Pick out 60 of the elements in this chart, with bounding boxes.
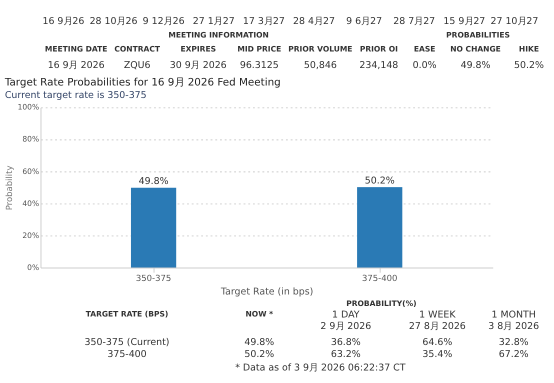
text: 9 6月27 [346,16,382,28]
text: 50.2% [514,60,544,71]
text: CONTRACT [114,44,161,54]
text: 1 MONTH 3 8月 2026 [488,310,540,332]
text: 350-375 (Current) [84,336,170,348]
text: 15 9月27 [443,16,486,28]
text: 16 9月 2026 [48,60,105,71]
text: 27 1月27 [192,16,235,28]
text: 36.8% [330,336,361,348]
y-tick-label: 80% [22,134,40,144]
text: 1 WEEK 27 8月 2026 [408,310,466,332]
text: 49.8% [244,336,274,348]
y-tick-label: 20% [22,230,40,240]
y-tick-label: 100% [18,102,40,112]
y-tick-label: 0% [27,262,40,272]
text: 32.8% [498,336,529,348]
text: 28 10月26 [90,16,138,28]
text: 96.3125 [240,60,279,71]
chart-title: Target Rate Probabilities for 16 9月 2026 Fed Meeting [4,76,281,89]
text: 234,148 [359,60,398,71]
y-axis-title: Probability [4,166,14,210]
text: 49.8% [460,60,491,71]
text: 30 9月 2026 [170,60,227,71]
text: HIKE [518,44,539,54]
text: PROBABILITIES [446,30,510,40]
x-tick-label: 350-375 [136,273,172,284]
text: NO CHANGE [450,44,501,54]
text: MEETING DATE [44,44,108,54]
text: 375-400 [107,349,147,360]
text: 1 DAY 2 9月 2026 [320,310,372,332]
text: 63.2% [330,349,361,360]
chart-subtitle: Current target rate is 350-375 [4,90,147,101]
text: 0.0% [412,60,437,71]
text: MID PRICE [237,44,282,54]
text: EXPIRES [180,44,216,54]
text: 35.4% [422,349,452,360]
text: PRIOR OI [360,44,398,54]
text: 17 3月27 [242,16,285,28]
text: 50,846 [304,60,337,71]
text: 64.6% [422,336,452,348]
text: EASE [414,44,436,54]
y-tick-label: 40% [22,198,40,208]
text: 67.2% [498,349,529,360]
text: PRIOR VOLUME [288,44,352,54]
x-axis-title: Target Rate (in bps) [220,286,314,298]
data-label: 50.2% [364,175,395,186]
text: MEETING INFORMATION [168,30,269,40]
text: NOW * [246,310,274,319]
text: PROBABILITY(%) [346,298,417,308]
data-label: 49.8% [138,176,169,187]
text: 28 7月27 [393,16,436,28]
text: 50.2% [244,349,274,360]
y-tick-label: 60% [22,166,40,176]
text: 27 10月27 [490,16,538,28]
text: 28 4月27 [293,16,335,28]
text: 9 12月26 [142,16,185,28]
text: 16 9月26 [42,16,84,28]
text: TARGET RATE (BPS) [86,310,168,319]
text: ZQU6 [124,60,151,71]
text: * Data as of 3 9月 2026 06:22:37 CT [235,362,406,374]
